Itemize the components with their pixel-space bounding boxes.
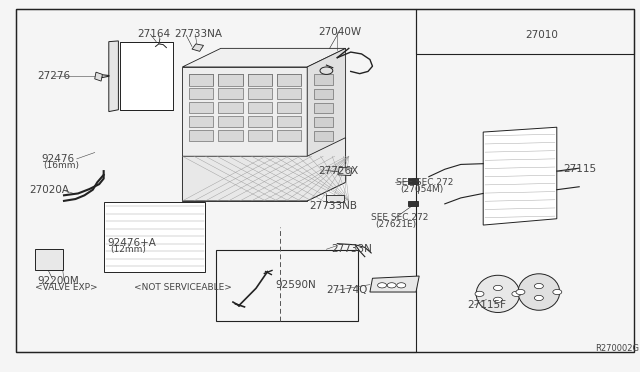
Bar xyxy=(248,102,272,113)
Text: 92476+A: 92476+A xyxy=(108,238,156,248)
Text: <NOT SERVICEABLE>: <NOT SERVICEABLE> xyxy=(134,283,232,292)
Circle shape xyxy=(475,291,484,296)
Bar xyxy=(314,131,333,141)
Text: 27276: 27276 xyxy=(37,71,70,81)
Circle shape xyxy=(493,285,502,291)
Bar xyxy=(218,116,243,127)
Bar xyxy=(408,178,418,184)
Bar xyxy=(189,116,213,127)
Bar xyxy=(277,116,301,127)
Text: (16mm): (16mm) xyxy=(44,161,79,170)
Polygon shape xyxy=(338,167,352,176)
Bar xyxy=(277,74,301,86)
Ellipse shape xyxy=(518,274,559,310)
Bar xyxy=(248,130,272,141)
Polygon shape xyxy=(182,48,346,67)
Bar xyxy=(314,103,333,113)
Text: <VALVE EXP>: <VALVE EXP> xyxy=(35,283,98,292)
Bar xyxy=(189,130,213,141)
Text: 27733NA: 27733NA xyxy=(174,29,222,39)
Circle shape xyxy=(397,283,406,288)
Polygon shape xyxy=(370,276,419,292)
Text: 92200M: 92200M xyxy=(37,276,79,286)
Text: 27010: 27010 xyxy=(525,31,557,40)
Text: 27115F: 27115F xyxy=(467,300,506,310)
Bar xyxy=(216,250,358,321)
Bar xyxy=(326,195,344,202)
Circle shape xyxy=(378,283,387,288)
Bar xyxy=(189,102,213,113)
Bar xyxy=(277,130,301,141)
Bar xyxy=(218,74,243,86)
Text: 27174Q: 27174Q xyxy=(326,285,368,295)
Polygon shape xyxy=(307,48,346,201)
Text: 27733NB: 27733NB xyxy=(309,202,357,211)
Bar xyxy=(277,74,301,85)
Bar xyxy=(314,89,333,99)
Polygon shape xyxy=(95,72,102,81)
Text: 92476: 92476 xyxy=(42,154,75,164)
Polygon shape xyxy=(109,41,118,112)
Text: (27621E): (27621E) xyxy=(376,220,417,229)
Circle shape xyxy=(534,283,543,289)
Text: 27164: 27164 xyxy=(138,29,171,39)
Bar xyxy=(416,9,634,54)
Text: 27726X: 27726X xyxy=(318,166,358,176)
Bar xyxy=(218,130,243,141)
Circle shape xyxy=(534,295,543,301)
Circle shape xyxy=(516,289,525,295)
Bar xyxy=(189,74,213,85)
Bar xyxy=(189,74,213,86)
Polygon shape xyxy=(104,202,205,272)
Ellipse shape xyxy=(476,275,520,312)
Bar xyxy=(189,88,213,99)
Text: 27040W: 27040W xyxy=(318,27,361,36)
Polygon shape xyxy=(192,44,204,51)
Circle shape xyxy=(387,283,396,288)
Text: 92590N: 92590N xyxy=(275,280,316,289)
Polygon shape xyxy=(483,127,557,225)
Polygon shape xyxy=(120,42,173,110)
Bar xyxy=(218,74,243,85)
Text: 27115: 27115 xyxy=(563,164,596,174)
Bar xyxy=(248,88,272,99)
Bar xyxy=(218,102,243,113)
Circle shape xyxy=(512,291,521,296)
Text: SEE SEC.272: SEE SEC.272 xyxy=(396,178,453,187)
Bar xyxy=(218,88,243,99)
Text: 27020A: 27020A xyxy=(29,186,69,195)
Text: (27054M): (27054M) xyxy=(400,185,444,194)
Text: SEE SEC.272: SEE SEC.272 xyxy=(371,213,429,222)
Circle shape xyxy=(553,289,562,295)
Bar xyxy=(314,74,333,85)
Text: R270002G: R270002G xyxy=(595,344,639,353)
Polygon shape xyxy=(182,138,346,201)
Circle shape xyxy=(493,297,502,302)
Polygon shape xyxy=(182,67,307,201)
Bar xyxy=(248,74,272,86)
Bar xyxy=(16,9,416,352)
Bar xyxy=(408,201,418,206)
Bar xyxy=(314,117,333,127)
Bar xyxy=(248,116,272,127)
Text: 27733N: 27733N xyxy=(332,244,372,254)
Bar xyxy=(248,74,272,85)
Bar xyxy=(277,88,301,99)
Text: (12mm): (12mm) xyxy=(110,246,146,254)
Bar xyxy=(277,102,301,113)
Bar xyxy=(35,249,63,270)
